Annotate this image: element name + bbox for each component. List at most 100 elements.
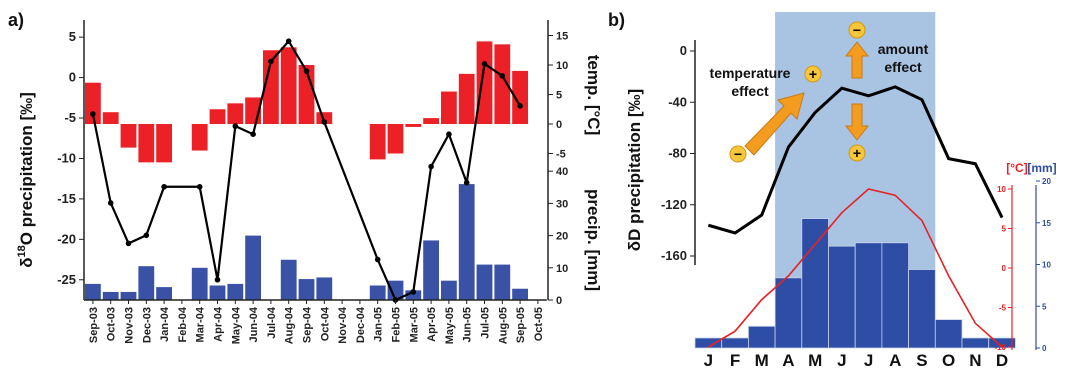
precip-bar: [512, 288, 528, 300]
month-tick-label: Jun-04: [248, 306, 260, 342]
left-tick-label: -15: [57, 191, 76, 206]
temp-bar: [458, 73, 475, 124]
precip-bar: [854, 242, 883, 349]
precip-bar: [387, 280, 404, 300]
d18o-point: [321, 119, 328, 125]
precip-bar: [156, 287, 172, 300]
precip-bar: [316, 277, 333, 300]
d18o-point: [232, 123, 239, 129]
temp-tick-label: 10: [556, 60, 568, 72]
panel-a-ticks: 5 0 -5 -10 -15 -20 -25 15 10 5 0 -5 40 30 20 10 0 Sep-03 O…: [57, 29, 568, 344]
precip-bar: [245, 235, 261, 300]
temp-bar: [102, 112, 119, 124]
precip-bar: [908, 269, 936, 349]
dd-tick-label: -80: [668, 146, 687, 161]
month-tick-label: Oct-05: [533, 307, 545, 341]
month-tick-label: Jan-04: [159, 306, 171, 342]
temp-bar: [441, 91, 457, 124]
precip-bar: [138, 266, 155, 300]
month-tick-label: Oct-04: [319, 306, 331, 341]
d18o-point: [499, 73, 506, 79]
precip-bar: [227, 283, 244, 300]
temp-bar: [369, 124, 386, 160]
panel-a-precip-axis-label: precip. [mm]: [584, 189, 603, 291]
temp-tick-label: -5: [999, 304, 1007, 313]
month-tick-label: Sep-03: [88, 307, 100, 343]
precip-bar: [102, 291, 119, 300]
precip-bar: [209, 285, 226, 300]
left-tick-label: 5: [69, 29, 76, 44]
precip-bar: [458, 184, 475, 300]
d18o-point: [214, 276, 221, 283]
dd-tick-label: -40: [668, 94, 687, 109]
d18o-point: [410, 289, 417, 295]
precip-tick-label: 20: [1042, 177, 1051, 186]
precip-bar: [405, 290, 422, 300]
precip-bar: [774, 277, 803, 349]
precip-bar: [441, 280, 457, 300]
temperature-series-line: [707, 188, 1003, 348]
temp-bar: [316, 112, 333, 124]
month-tick-label: Jun-05: [462, 307, 474, 342]
temp-bar: [280, 47, 297, 124]
month-label: J: [837, 351, 846, 370]
amount-effect-label-1: amount: [878, 41, 929, 57]
precip-tick-label: 0: [1042, 344, 1047, 353]
precip-tick-label: 40: [556, 166, 568, 178]
d18o-point: [90, 111, 96, 117]
precip-bar: [298, 279, 315, 300]
temp-tick-label: 15: [556, 31, 568, 43]
temp-bar: [85, 82, 101, 124]
minus-glyph: −: [734, 146, 742, 162]
month-tick-label: May-05: [444, 307, 456, 344]
temperature-effect-label-1: temperature: [710, 65, 791, 81]
amount-effect-up-arrow-icon: [844, 41, 870, 79]
temp-bar: [512, 70, 528, 124]
precip-bar: [988, 337, 1016, 349]
plus-icon: [804, 65, 822, 83]
temp-bar: [423, 118, 439, 124]
precip-bar: [801, 218, 829, 349]
month-tick-label: Dec-03: [141, 307, 153, 343]
month-tick-label: Sep-05: [515, 307, 527, 343]
d18o-point: [463, 179, 470, 186]
temperature-effect-annotation: − + temperature effect: [710, 65, 822, 163]
panel-b-precip-unit: [mm]: [1027, 161, 1056, 175]
month-tick-label: Nov-04: [337, 306, 349, 344]
left-tick-label: -20: [57, 231, 76, 246]
month-tick-label: Mar-05: [408, 307, 420, 342]
month-tick-label: Oct-03: [106, 307, 118, 341]
precip-bar: [120, 291, 137, 300]
panel-b-temp-unit: [°C]: [1006, 161, 1027, 175]
month-tick-label: Feb-05: [391, 307, 403, 342]
amount-effect-annotation: − + amount effect: [844, 21, 929, 162]
temp-bar: [209, 109, 226, 124]
d18o-point: [250, 131, 256, 137]
precip-bar: [423, 240, 439, 300]
month-label: S: [916, 351, 927, 370]
month-label: M: [755, 351, 769, 370]
month-label: J: [704, 351, 713, 370]
temp-tick-label: 0: [556, 119, 562, 131]
dd-tick-label: 0: [680, 43, 687, 58]
temperature-effect-arrow-icon: [744, 92, 805, 156]
precip-tick-label: 10: [1042, 261, 1051, 270]
month-tick-label: Nov-03: [124, 307, 136, 344]
panel-b-precip-bars: [694, 218, 1016, 349]
panel-a-left-axis-label: δ18O precipitation [‰]: [16, 92, 36, 268]
month-label: M: [808, 351, 822, 370]
month-tick-label: Sep-04: [302, 306, 314, 343]
month-tick-label: Jul-05: [480, 307, 492, 339]
d18o-point: [107, 200, 114, 206]
d18o-point: [268, 58, 274, 65]
precip-bar: [881, 242, 910, 349]
temp-tick-label: 10: [997, 185, 1006, 194]
panel-a-temp-axis-label: temp. [°C]: [584, 55, 603, 135]
month-label: A: [889, 351, 901, 370]
precip-bar: [828, 245, 856, 349]
precip-tick-label: 5: [1042, 302, 1047, 311]
d18o-point: [374, 256, 381, 263]
temp-tick-label: -5: [556, 149, 566, 161]
month-tick-label: Apr-04: [213, 306, 225, 342]
